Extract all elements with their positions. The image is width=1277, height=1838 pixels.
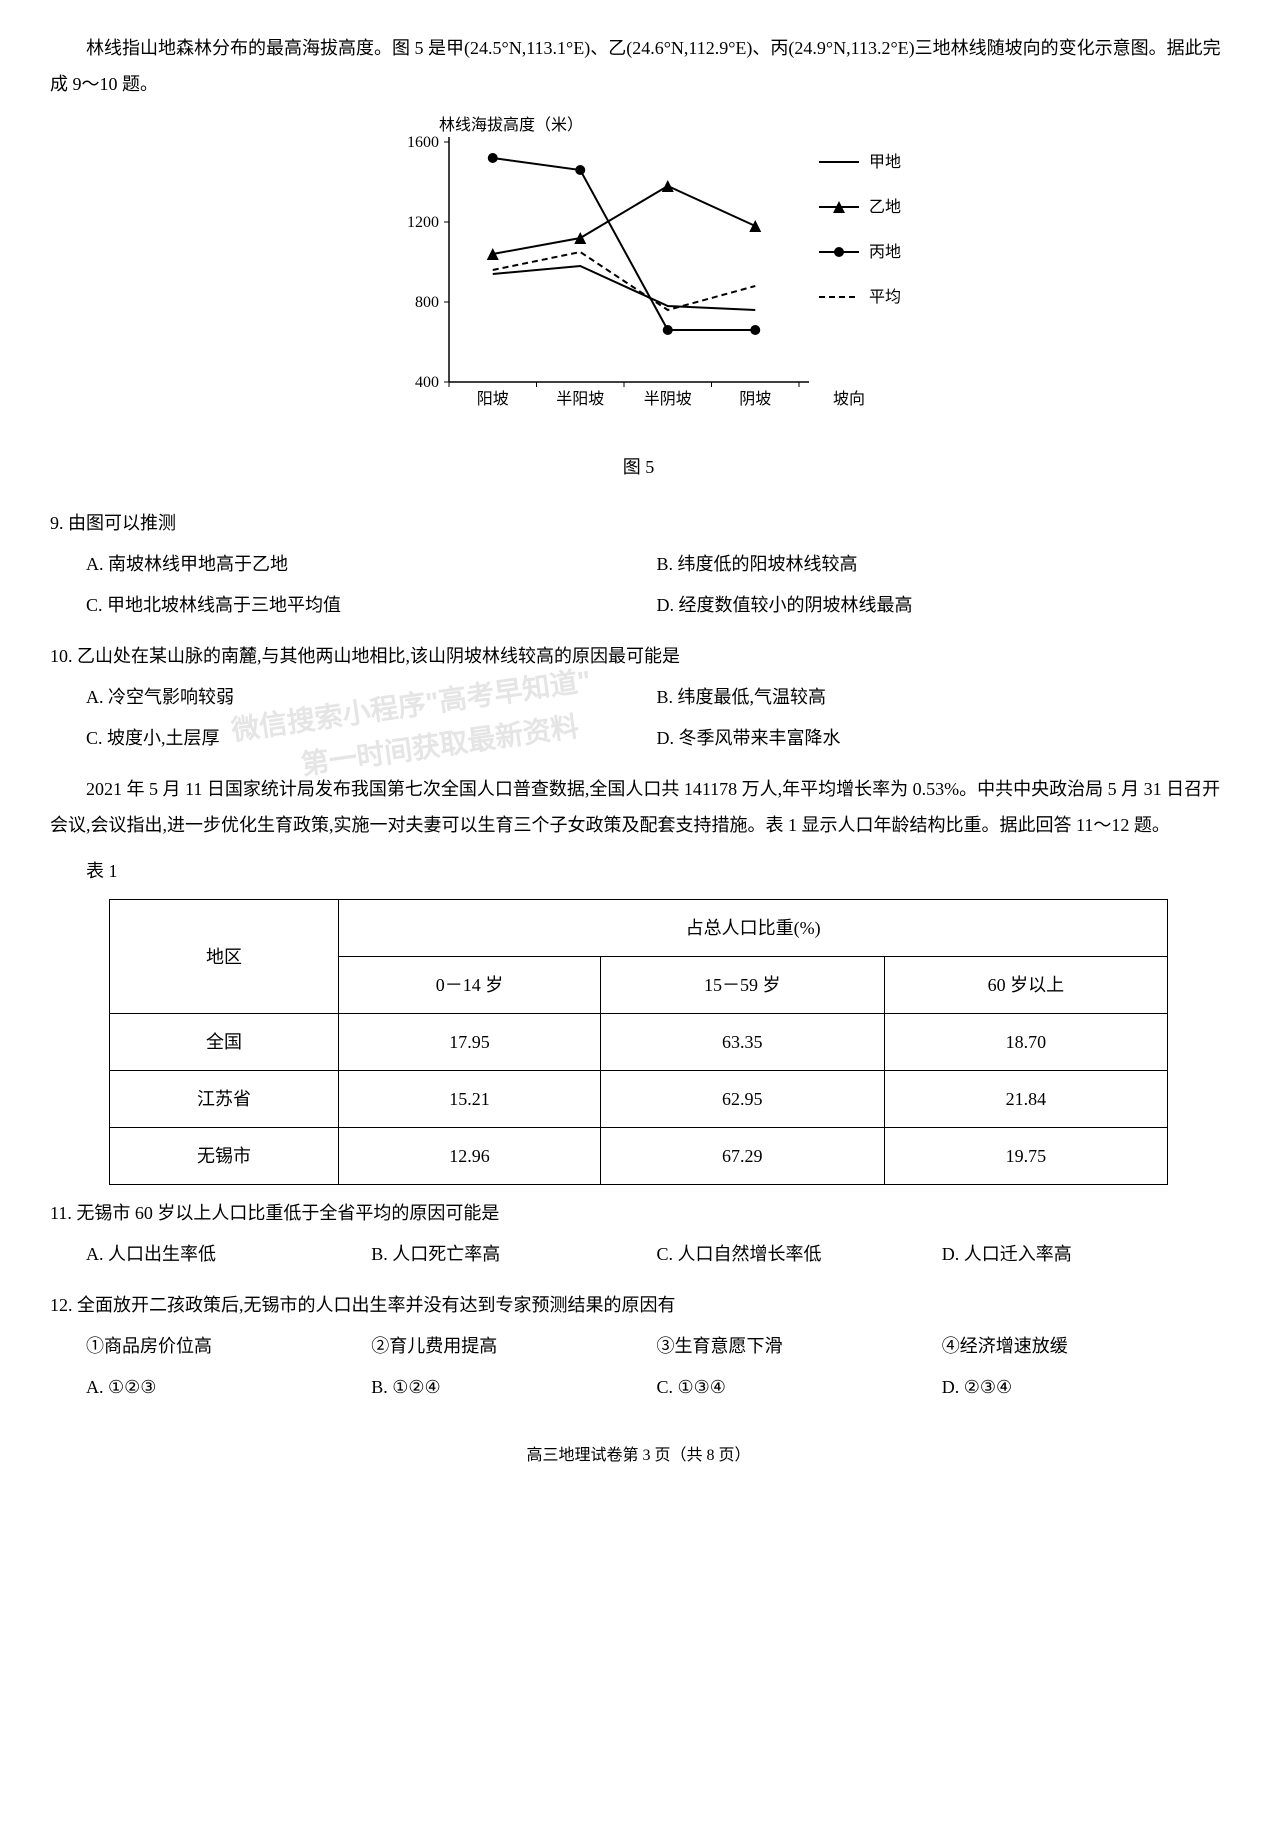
q12-option-a: A. ①②③ [86, 1369, 371, 1405]
chart-figure-5: 林线海拔高度（米） 400 800 1200 1600 阳坡 半阳坡 半阴坡 阴坡 坡向 甲地乙地丙… [50, 112, 1227, 485]
question-12-stem: 12. 全面放开二孩政策后,无锡市的人口出生率并没有达到专家预测结果的原因有 [50, 1287, 1227, 1323]
table-cell: 62.95 [600, 1071, 884, 1128]
q12-option-c: C. ①③④ [657, 1369, 942, 1405]
q9-option-b: B. 纬度低的阳坡林线较高 [657, 546, 1228, 582]
table-row: 江苏省 15.21 62.95 21.84 [109, 1071, 1167, 1128]
svg-text:甲地: 甲地 [869, 153, 901, 171]
q12-sub-3: ③生育意愿下滑 [657, 1328, 942, 1364]
table-cell: 18.70 [884, 1014, 1168, 1071]
table-row: 无锡市 12.96 67.29 19.75 [109, 1128, 1167, 1185]
table-cell: 63.35 [600, 1014, 884, 1071]
question-11-stem: 11. 无锡市 60 岁以上人口比重低于全省平均的原因可能是 [50, 1195, 1227, 1231]
population-table: 地区 占总人口比重(%) 0－14 岁 15－59 岁 60 岁以上 全国 17… [109, 899, 1168, 1185]
table-cell: 17.95 [339, 1014, 601, 1071]
q11-option-c: C. 人口自然增长率低 [657, 1236, 942, 1272]
svg-text:1200: 1200 [407, 214, 439, 231]
intro-paragraph-1: 林线指山地森林分布的最高海拔高度。图 5 是甲(24.5°N,113.1°E)、… [50, 30, 1227, 102]
question-11: 11. 无锡市 60 岁以上人口比重低于全省平均的原因可能是 A. 人口出生率低… [50, 1195, 1227, 1277]
svg-text:丙地: 丙地 [869, 243, 901, 261]
page-footer: 高三地理试卷第 3 页（共 8 页） [50, 1440, 1227, 1472]
table-sub-header-2: 15－59 岁 [600, 957, 884, 1014]
svg-text:阳坡: 阳坡 [476, 390, 508, 408]
table-header-row-1: 地区 占总人口比重(%) [109, 900, 1167, 957]
q12-option-b: B. ①②④ [371, 1369, 656, 1405]
table-sub-header-3: 60 岁以上 [884, 957, 1168, 1014]
q9-option-d: D. 经度数值较小的阴坡林线最高 [657, 587, 1228, 623]
svg-text:平均: 平均 [869, 288, 901, 306]
svg-text:半阴坡: 半阴坡 [643, 390, 691, 408]
q12-sub-2: ②育儿费用提高 [371, 1328, 656, 1364]
svg-text:林线海拔高度（米）: 林线海拔高度（米） [439, 116, 583, 134]
question-12: 12. 全面放开二孩政策后,无锡市的人口出生率并没有达到专家预测结果的原因有 ①… [50, 1287, 1227, 1410]
line-chart-svg: 林线海拔高度（米） 400 800 1200 1600 阳坡 半阳坡 半阴坡 阴坡 坡向 甲地乙地丙… [359, 112, 919, 432]
table-row: 全国 17.95 63.35 18.70 [109, 1014, 1167, 1071]
question-9-stem: 9. 由图可以推测 [50, 505, 1227, 541]
table-caption: 表 1 [86, 853, 1227, 889]
q10-option-c: C. 坡度小,土层厚 [86, 720, 657, 756]
svg-text:坡向: 坡向 [832, 390, 864, 408]
table-cell: 无锡市 [109, 1128, 338, 1185]
table-header-region: 地区 [109, 900, 338, 1014]
table-sub-header-1: 0－14 岁 [339, 957, 601, 1014]
svg-text:400: 400 [415, 374, 439, 391]
q10-option-d: D. 冬季风带来丰富降水 [657, 720, 1228, 756]
q10-option-b: B. 纬度最低,气温较高 [657, 679, 1228, 715]
svg-text:半阳坡: 半阳坡 [556, 390, 604, 408]
q11-option-b: B. 人口死亡率高 [371, 1236, 656, 1272]
intro-paragraph-2: 2021 年 5 月 11 日国家统计局发布我国第七次全国人口普查数据,全国人口… [50, 771, 1227, 843]
table-cell: 全国 [109, 1014, 338, 1071]
q11-option-d: D. 人口迁入率高 [942, 1236, 1227, 1272]
table-cell: 21.84 [884, 1071, 1168, 1128]
svg-text:800: 800 [415, 294, 439, 311]
question-10: 10. 乙山处在某山脉的南麓,与其他两山地相比,该山阴坡林线较高的原因最可能是 … [50, 638, 1227, 761]
q11-option-a: A. 人口出生率低 [86, 1236, 371, 1272]
q9-option-a: A. 南坡林线甲地高于乙地 [86, 546, 657, 582]
table-cell: 12.96 [339, 1128, 601, 1185]
q12-sub-1: ①商品房价位高 [86, 1328, 371, 1364]
svg-text:阴坡: 阴坡 [739, 390, 771, 408]
svg-text:乙地: 乙地 [869, 198, 901, 216]
q9-option-c: C. 甲地北坡林线高于三地平均值 [86, 587, 657, 623]
question-10-stem: 10. 乙山处在某山脉的南麓,与其他两山地相比,该山阴坡林线较高的原因最可能是 [50, 638, 1227, 674]
table-cell: 67.29 [600, 1128, 884, 1185]
q10-option-a: A. 冷空气影响较弱 [86, 679, 657, 715]
chart-caption: 图 5 [50, 449, 1227, 485]
question-9: 9. 由图可以推测 A. 南坡林线甲地高于乙地 B. 纬度低的阳坡林线较高 C.… [50, 505, 1227, 628]
q12-sub-4: ④经济增速放缓 [942, 1328, 1227, 1364]
table-cell: 19.75 [884, 1128, 1168, 1185]
q12-option-d: D. ②③④ [942, 1369, 1227, 1405]
svg-text:1600: 1600 [407, 134, 439, 151]
table-cell: 15.21 [339, 1071, 601, 1128]
table-cell: 江苏省 [109, 1071, 338, 1128]
table-header-group: 占总人口比重(%) [339, 900, 1168, 957]
